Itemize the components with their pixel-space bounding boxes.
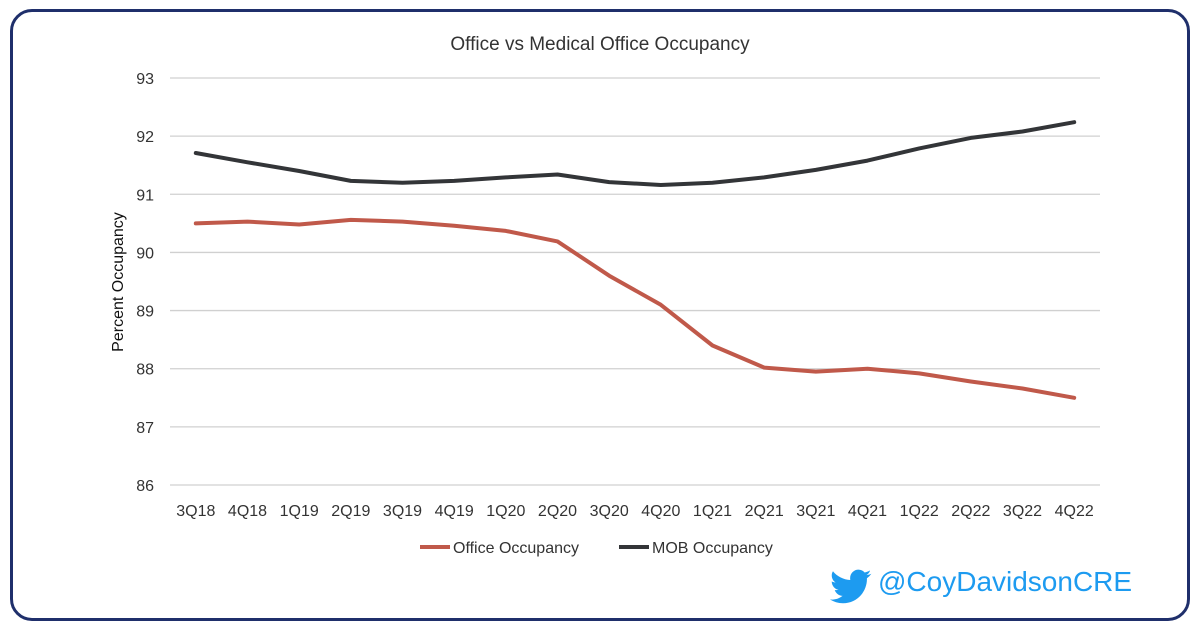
chart-title: Office vs Medical Office Occupancy bbox=[450, 34, 750, 55]
x-tick-label: 3Q19 bbox=[383, 503, 422, 520]
legend-label-mob: MOB Occupancy bbox=[652, 540, 773, 557]
x-tick-label: 2Q22 bbox=[951, 503, 990, 520]
y-axis-ticks: 86 87 88 89 90 91 92 93 bbox=[136, 71, 154, 495]
y-axis-label: Percent Occupancy bbox=[110, 212, 127, 352]
x-tick-label: 1Q22 bbox=[900, 503, 939, 520]
x-tick-label: 1Q21 bbox=[693, 503, 732, 520]
y-tick-label: 86 bbox=[136, 478, 154, 495]
chart-frame bbox=[10, 9, 1190, 621]
series-lines bbox=[193, 120, 1077, 400]
x-tick-label: 4Q18 bbox=[228, 503, 267, 520]
legend-item-mob: MOB Occupancy bbox=[619, 540, 773, 557]
x-tick-label: 4Q21 bbox=[848, 503, 887, 520]
x-tick-label: 4Q22 bbox=[1055, 503, 1094, 520]
x-tick-label: 3Q21 bbox=[796, 503, 835, 520]
x-tick-label: 2Q21 bbox=[745, 503, 784, 520]
series-line-mob bbox=[193, 120, 1077, 187]
y-tick-label: 91 bbox=[136, 187, 154, 204]
x-tick-label: 4Q20 bbox=[641, 503, 680, 520]
x-axis-ticks: 3Q18 4Q18 1Q19 2Q19 3Q19 4Q19 1Q20 2Q20 3Q20 4Q20… bbox=[176, 503, 1094, 520]
legend-item-office: Office Occupancy bbox=[420, 540, 579, 557]
x-tick-label: 2Q20 bbox=[538, 503, 577, 520]
x-tick-label: 4Q19 bbox=[435, 503, 474, 520]
y-tick-label: 89 bbox=[136, 304, 154, 321]
x-tick-label: 1Q19 bbox=[280, 503, 319, 520]
legend: Office Occupancy MOB Occupancy bbox=[420, 540, 773, 557]
twitter-bird-icon bbox=[830, 569, 872, 604]
y-tick-label: 93 bbox=[136, 71, 154, 88]
twitter-handle[interactable]: @CoyDavidsonCRE bbox=[878, 566, 1133, 597]
x-tick-label: 3Q22 bbox=[1003, 503, 1042, 520]
x-tick-label: 3Q20 bbox=[590, 503, 629, 520]
y-tick-label: 92 bbox=[136, 129, 154, 146]
y-tick-label: 90 bbox=[136, 245, 154, 262]
gridlines bbox=[170, 77, 1100, 486]
y-tick-label: 87 bbox=[136, 420, 154, 437]
x-tick-label: 1Q20 bbox=[486, 503, 525, 520]
series-line-office bbox=[193, 217, 1077, 400]
x-tick-label: 2Q19 bbox=[331, 503, 370, 520]
x-tick-label: 3Q18 bbox=[176, 503, 215, 520]
legend-label-office: Office Occupancy bbox=[453, 540, 579, 557]
y-tick-label: 88 bbox=[136, 362, 154, 379]
